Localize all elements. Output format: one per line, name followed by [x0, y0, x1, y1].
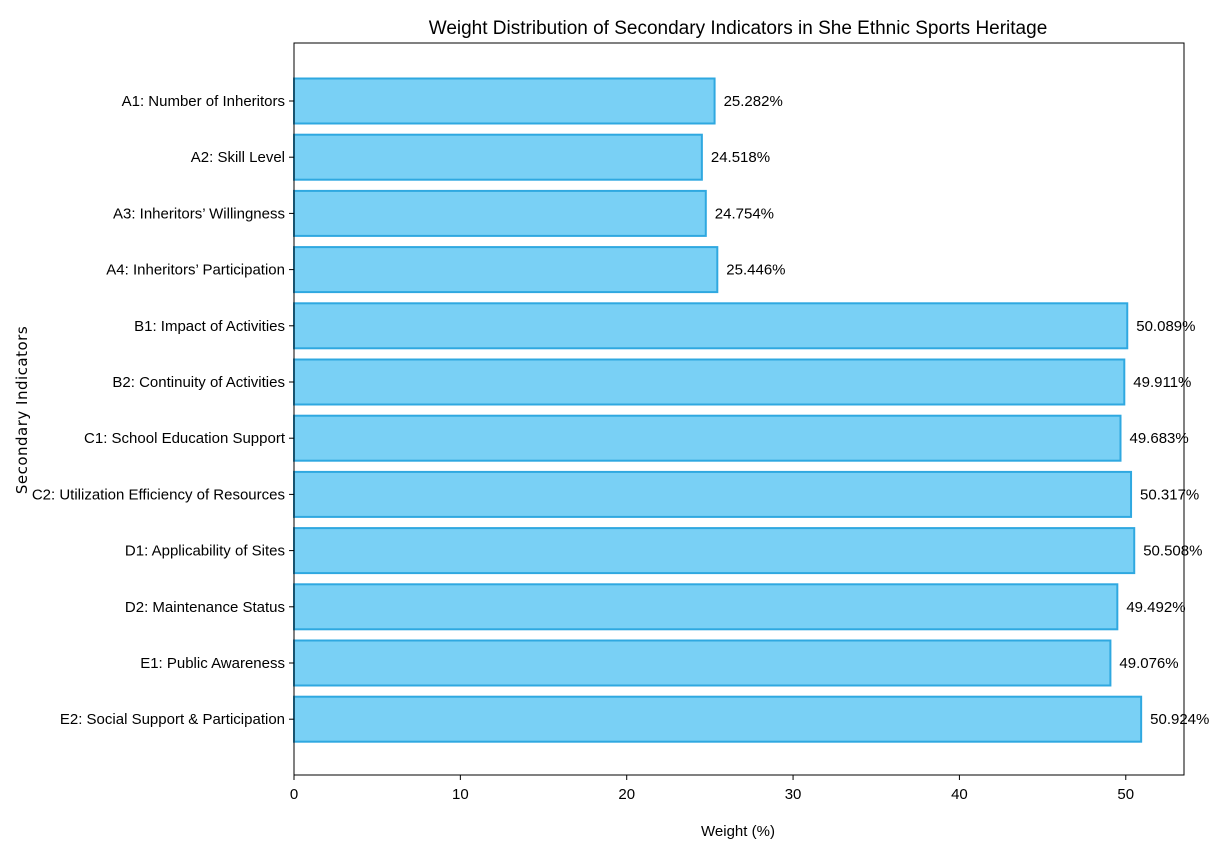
bar — [293, 189, 707, 237]
value-labels-group: 25.282% 24.518% 24.754% 25.446% 50.089% 49.91… — [711, 93, 1209, 728]
value-label: 25.446% — [726, 262, 785, 279]
y-axis-label: Secondary Indicators — [13, 326, 31, 494]
bar — [293, 583, 1119, 631]
value-label: 50.924% — [1150, 711, 1209, 728]
category-label: A2: Skill Level — [191, 149, 285, 166]
category-labels-group: A1: Number of Inheritors A2: Skill Level A… — [32, 93, 294, 728]
value-label: 49.076% — [1119, 655, 1178, 672]
x-tick-label: 30 — [785, 786, 802, 803]
x-ticks-group: 0 10 20 30 40 50 — [290, 775, 1134, 803]
value-label: 50.317% — [1140, 486, 1199, 503]
category-label: A4: Inheritors’ Participation — [106, 262, 285, 279]
category-label: D1: Applicability of Sites — [125, 543, 285, 560]
value-label: 24.518% — [711, 149, 770, 166]
x-tick-label: 40 — [951, 786, 968, 803]
bar — [293, 133, 703, 181]
value-label: 50.089% — [1136, 318, 1195, 335]
value-label: 25.282% — [724, 93, 783, 110]
bar — [293, 639, 1112, 687]
x-tick-label: 20 — [618, 786, 635, 803]
bar — [293, 302, 1129, 350]
x-tick-label: 50 — [1117, 786, 1134, 803]
value-label: 50.508% — [1143, 543, 1202, 560]
bar — [293, 414, 1122, 462]
category-label: E2: Social Support & Participation — [60, 711, 285, 728]
x-tick-label: 0 — [290, 786, 298, 803]
bars-group — [293, 77, 1143, 743]
x-tick-label: 10 — [452, 786, 469, 803]
plot-frame — [293, 42, 1185, 776]
category-label: E1: Public Awareness — [140, 655, 285, 672]
category-label: C2: Utilization Efficiency of Resources — [32, 486, 285, 503]
value-label: 49.911% — [1133, 374, 1191, 391]
value-label: 24.754% — [715, 205, 774, 222]
bar — [293, 358, 1126, 406]
bar — [293, 527, 1136, 575]
chart-title: Weight Distribution of Secondary Indicat… — [429, 18, 1048, 39]
category-label: A1: Number of Inheritors — [122, 93, 285, 110]
value-label: 49.492% — [1126, 599, 1185, 616]
category-label: B1: Impact of Activities — [134, 318, 285, 335]
bar — [293, 246, 719, 294]
value-label: 49.683% — [1130, 430, 1189, 447]
category-label: B2: Continuity of Activities — [112, 374, 285, 391]
x-axis-label: Weight (%) — [701, 823, 775, 840]
category-label: A3: Inheritors’ Willingness — [113, 205, 285, 222]
category-label: C1: School Education Support — [84, 430, 286, 447]
bar — [293, 470, 1133, 518]
bar — [293, 695, 1143, 743]
category-label: D2: Maintenance Status — [125, 599, 285, 616]
bar — [293, 77, 716, 125]
